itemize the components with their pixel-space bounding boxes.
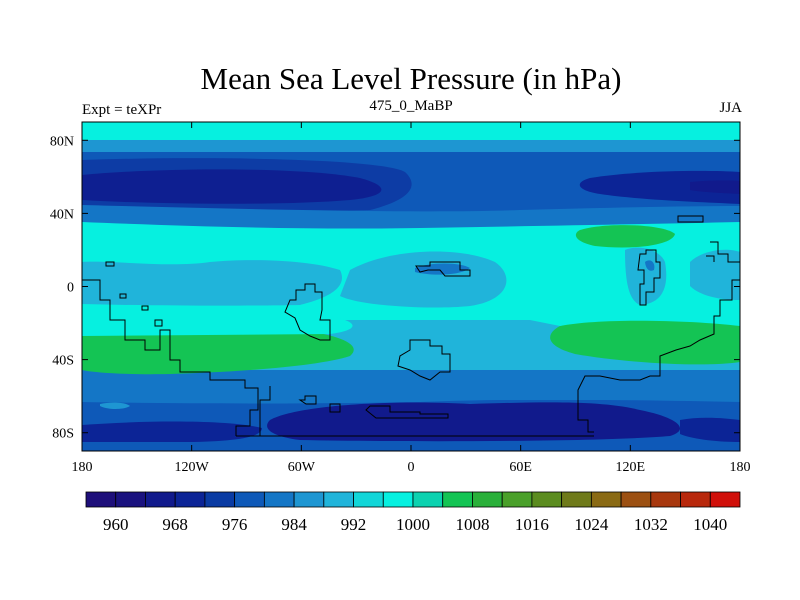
colorbar-box bbox=[263, 491, 295, 508]
colorbar-box bbox=[353, 491, 384, 508]
x-tick-label: 60W bbox=[288, 460, 316, 475]
colorbar-box bbox=[293, 491, 325, 508]
x-tick-label: 60E bbox=[509, 460, 532, 475]
north-pacific-low bbox=[690, 180, 740, 194]
indonesia-outline bbox=[637, 249, 661, 306]
americas-west-coast bbox=[82, 279, 259, 436]
colorbar-label: 960 bbox=[103, 515, 129, 534]
colorbar-box bbox=[620, 491, 652, 508]
antarctic-shelf-north bbox=[365, 405, 449, 419]
experiment-label: Expt = teXPr bbox=[82, 102, 162, 118]
colorbar-box bbox=[590, 491, 622, 508]
colorbar-box bbox=[501, 491, 533, 508]
south-pacific-high bbox=[550, 317, 740, 365]
tropical-blue-west bbox=[82, 260, 342, 306]
eastern-coast bbox=[577, 241, 740, 433]
x-tick-label: 180 bbox=[730, 460, 751, 475]
colorbar-box bbox=[531, 491, 563, 508]
colorbar-box bbox=[412, 491, 444, 508]
time-label: 475_0_MaBP bbox=[369, 98, 453, 114]
colorbar-box bbox=[561, 491, 592, 508]
north-pacific-high bbox=[575, 225, 675, 248]
colorbar-label: 1024 bbox=[574, 515, 609, 534]
colorbar-box bbox=[382, 491, 414, 508]
antarctic-low bbox=[267, 402, 680, 442]
colorbar-box bbox=[472, 491, 503, 508]
colorbar-box bbox=[234, 491, 265, 508]
south-midlat-band bbox=[82, 382, 740, 404]
colorbar-box bbox=[680, 491, 711, 508]
x-axis: 180 120W 60W 0 60E 120E 180 bbox=[72, 122, 751, 475]
y-tick-label: 40S bbox=[52, 354, 74, 369]
eastern-islands bbox=[706, 255, 715, 262]
south-tropics-cyan bbox=[82, 309, 353, 336]
colorbar-label: 1016 bbox=[515, 515, 549, 534]
south-tropics-cyan-east bbox=[520, 311, 740, 326]
colorbar-label: 968 bbox=[162, 515, 188, 534]
island-e bbox=[141, 305, 149, 311]
africa-south bbox=[397, 339, 451, 381]
colorbar-label: 1040 bbox=[693, 515, 727, 534]
colorbar-box bbox=[650, 491, 681, 508]
colorbar-box bbox=[204, 491, 236, 508]
continent-outlines bbox=[82, 215, 740, 437]
x-tick-label: 0 bbox=[408, 460, 415, 475]
colorbar-label: 984 bbox=[281, 515, 307, 534]
central-america bbox=[284, 283, 331, 341]
y-tick-label: 0 bbox=[67, 281, 74, 296]
x-tick-label: 120E bbox=[616, 460, 646, 475]
x-tick-label: 180 bbox=[72, 460, 93, 475]
colorbar-box bbox=[709, 491, 741, 508]
arctic-ring bbox=[82, 140, 740, 152]
north-pacific-low-rim bbox=[579, 170, 740, 204]
tropical-blue-africa bbox=[340, 251, 507, 308]
antarctic-rim-east bbox=[680, 417, 740, 442]
colorbar-box bbox=[85, 491, 117, 508]
island-f bbox=[154, 319, 163, 327]
colorbar-box bbox=[115, 491, 146, 508]
colorbar-box bbox=[442, 491, 473, 508]
tropical-blue-spot bbox=[645, 260, 655, 271]
north-low-rim-west bbox=[82, 158, 412, 212]
colorbar-label: 1008 bbox=[455, 515, 489, 534]
antarctic-rim-west bbox=[82, 421, 262, 442]
colorbar-box bbox=[323, 491, 354, 508]
colorbar-label: 1000 bbox=[396, 515, 430, 534]
season-label: JJA bbox=[719, 100, 742, 116]
colorbar-label: 1032 bbox=[634, 515, 668, 534]
y-tick-label: 80N bbox=[50, 134, 74, 149]
colorbar-label: 976 bbox=[222, 515, 248, 534]
colorbar-box bbox=[145, 491, 176, 508]
colorbar-box bbox=[174, 491, 206, 508]
arabia-outline bbox=[415, 261, 471, 277]
chart-title: Mean Sea Level Pressure (in hPa) bbox=[200, 61, 622, 96]
north-midlat-band bbox=[82, 205, 740, 229]
colorbar-label: 992 bbox=[341, 515, 367, 534]
y-tick-label: 40N bbox=[50, 207, 74, 222]
island-c bbox=[105, 261, 115, 267]
y-axis: 80N 40N 0 40S 80S bbox=[50, 134, 740, 442]
island-d bbox=[119, 293, 127, 299]
south-atlantic-high bbox=[82, 325, 354, 375]
island-b bbox=[329, 403, 341, 413]
band-high-arctic bbox=[82, 122, 740, 140]
japan-outline bbox=[677, 215, 704, 223]
south-midlat-spot bbox=[100, 402, 130, 409]
pressure-contour-fills bbox=[82, 122, 740, 451]
island-a bbox=[298, 395, 317, 405]
y-tick-label: 80S bbox=[52, 427, 74, 442]
colorbar: 960 968 976 984 992 1000 1008 1016 1024 1032 1040 bbox=[85, 491, 741, 534]
x-tick-label: 120W bbox=[175, 460, 210, 475]
